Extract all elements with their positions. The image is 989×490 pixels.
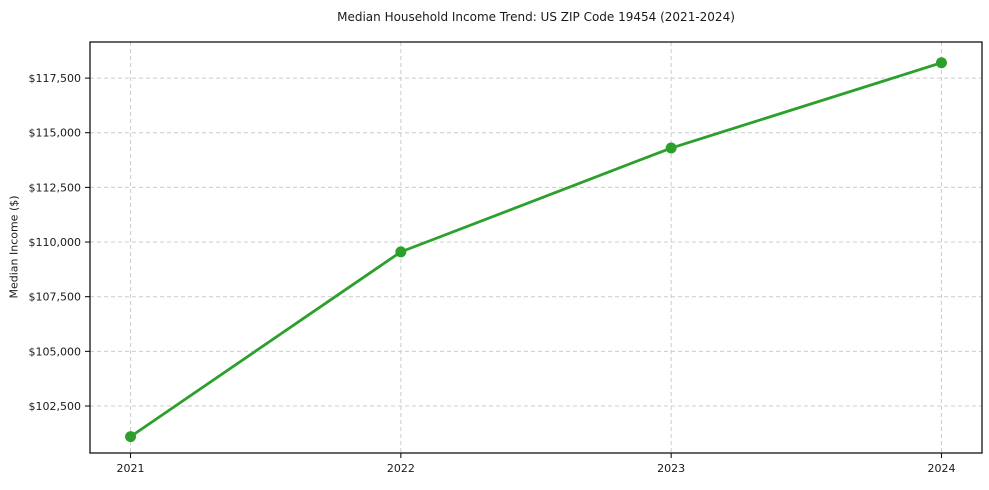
plot-border <box>89 41 983 454</box>
chart-title: Median Household Income Trend: US ZIP Co… <box>337 10 735 24</box>
data-point-2021 <box>125 431 137 443</box>
y-axis-label: Median Income ($) <box>7 195 21 299</box>
data-point-2024 <box>935 57 947 69</box>
x-tick-label: 2024 <box>927 462 955 475</box>
y-tick-label: $115,000 <box>29 127 82 140</box>
data-point-2023 <box>665 142 677 154</box>
data-point-2022 <box>395 246 407 258</box>
y-tick-label: $112,500 <box>29 181 82 194</box>
y-tick-label: $107,500 <box>29 291 82 304</box>
trend-line <box>129 61 943 439</box>
y-tick-label: $105,000 <box>29 345 82 358</box>
y-tick-label: $102,500 <box>29 400 82 413</box>
x-tick-label: 2022 <box>387 462 415 475</box>
y-tick-label: $117,500 <box>29 72 82 85</box>
x-tick-label: 2023 <box>657 462 685 475</box>
x-tick-label: 2021 <box>117 462 145 475</box>
y-tick-label: $110,000 <box>29 236 82 249</box>
